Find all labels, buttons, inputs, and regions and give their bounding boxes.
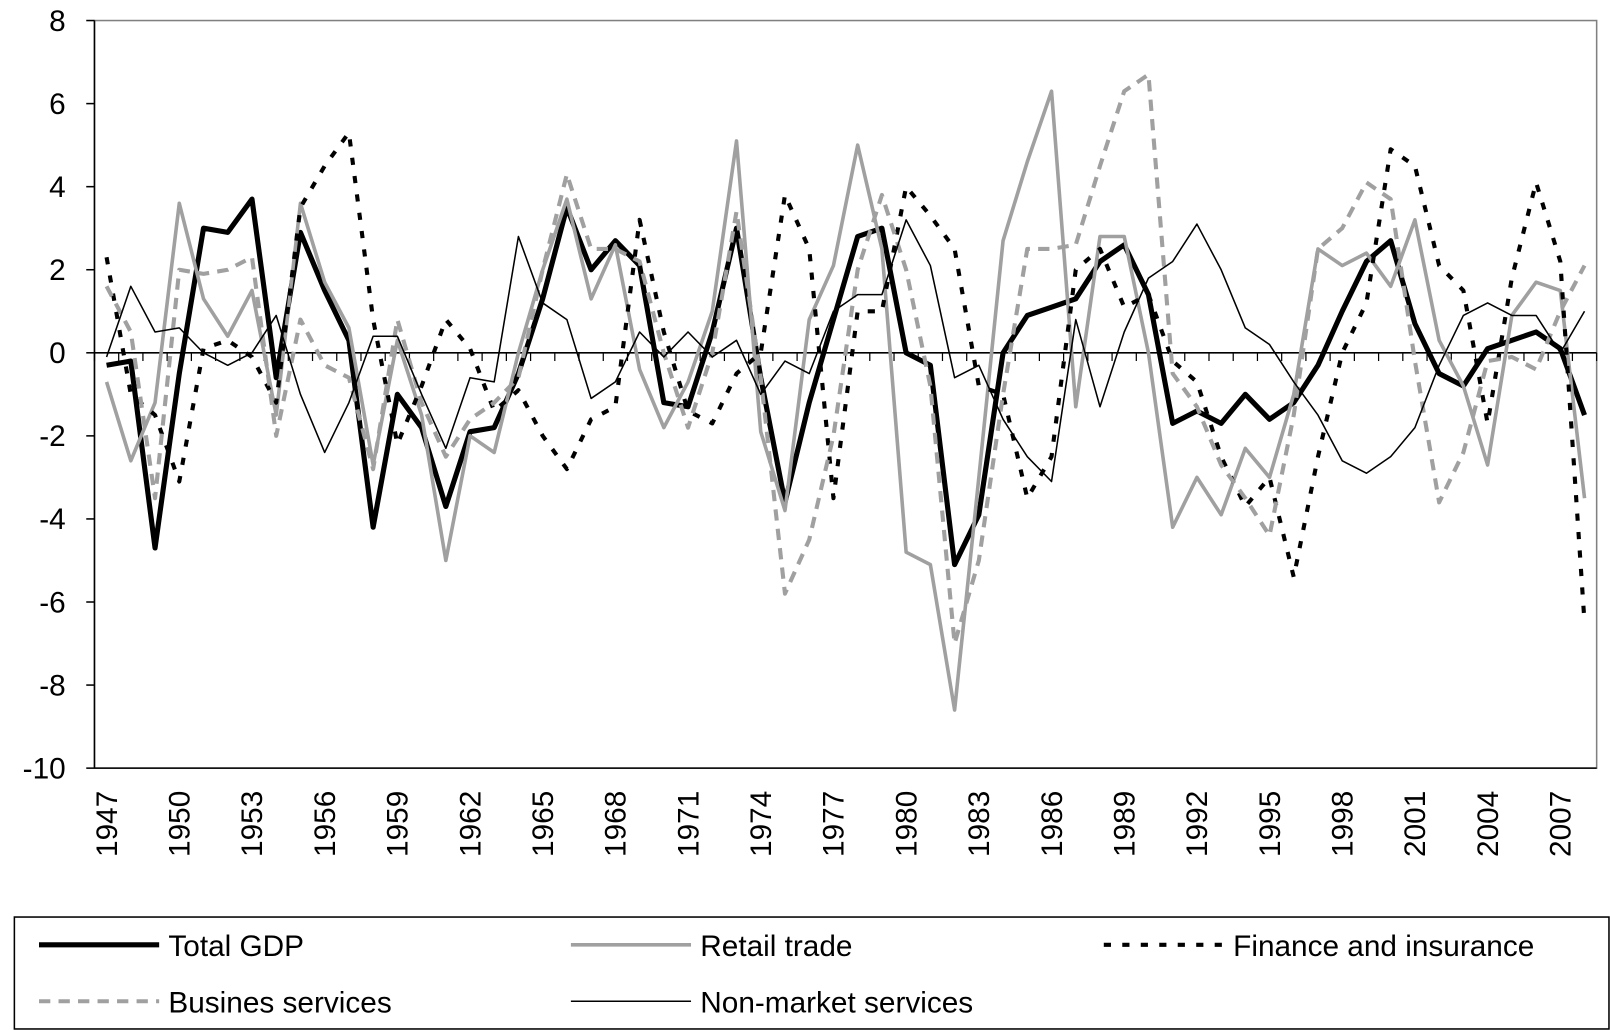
legend-label: Busines services — [168, 987, 391, 1020]
x-tick-label: 1962 — [454, 791, 487, 857]
x-tick-label: 1950 — [164, 791, 197, 857]
x-tick-label: 1974 — [745, 791, 778, 857]
y-tick-label: -6 — [39, 586, 65, 619]
x-tick-label: 1995 — [1254, 791, 1287, 857]
y-tick-label: 0 — [49, 337, 66, 370]
x-tick-label: 2004 — [1472, 791, 1505, 857]
legend-label: Finance and insurance — [1233, 930, 1534, 963]
x-tick-label: 1986 — [1036, 791, 1069, 857]
x-tick-label: 1953 — [236, 791, 269, 857]
x-tick-label: 1980 — [890, 791, 923, 857]
x-tick-label: 1998 — [1327, 791, 1360, 857]
plot-area — [93, 19, 1598, 769]
x-tick-label: 1968 — [600, 791, 633, 857]
series-line — [104, 89, 1587, 712]
x-tick-label: 1965 — [527, 791, 560, 857]
x-tick-label: 1992 — [1181, 791, 1214, 857]
legend-label: Non-market services — [700, 987, 973, 1020]
x-tick-label: 2007 — [1545, 791, 1578, 857]
y-tick-label: 8 — [49, 5, 66, 38]
y-tick-label: 2 — [49, 254, 66, 287]
y-tick-label: -10 — [23, 752, 66, 785]
x-tick-label: 2001 — [1399, 791, 1432, 857]
legend-label: Retail trade — [700, 930, 852, 963]
series-line — [104, 130, 1587, 623]
series-line — [105, 219, 1586, 483]
y-tick-label: 6 — [49, 88, 66, 121]
x-tick-label: 1977 — [818, 791, 851, 857]
y-tick-label: 4 — [49, 171, 66, 204]
x-tick-label: 1983 — [963, 791, 996, 857]
x-tick-label: 1956 — [309, 791, 342, 857]
y-tick-label: -2 — [39, 420, 65, 453]
x-tick-label: 1989 — [1108, 791, 1141, 857]
legend-label: Total GDP — [168, 930, 304, 963]
x-tick-label: 1947 — [91, 791, 124, 857]
y-tick-label: -4 — [39, 503, 65, 536]
series-line — [106, 196, 1587, 568]
x-tick-label: 1959 — [382, 791, 415, 857]
y-tick-label: -8 — [39, 669, 65, 702]
legend-box — [13, 916, 1610, 1030]
x-tick-label: 1971 — [672, 791, 705, 857]
